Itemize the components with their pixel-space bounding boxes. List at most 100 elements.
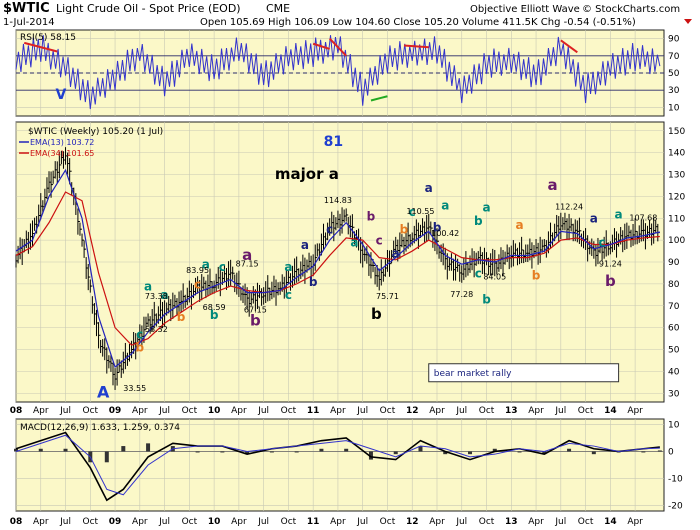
wave-label: a	[242, 246, 252, 264]
wave-label: a	[441, 199, 449, 213]
wave-label: b	[482, 293, 491, 307]
x-tick-label: Jul	[158, 406, 170, 416]
x-tick-label: Apr	[231, 406, 247, 416]
price-y-tick: 70	[668, 302, 680, 312]
wave-label: a	[301, 238, 309, 252]
x-tick-label: Apr	[132, 406, 148, 416]
rsi-title: RSI(5) 58.15	[20, 33, 76, 43]
price-y-tick: 150	[668, 127, 685, 137]
price-label: 91.24	[599, 259, 622, 268]
x-tick-label: 13	[505, 406, 518, 416]
x-tick-label: Apr	[627, 406, 643, 416]
macd-histogram-bar	[269, 451, 274, 453]
x-tick-label-macd: Apr	[231, 517, 247, 527]
macd-histogram-bar	[319, 448, 324, 452]
x-tick-label-macd: Jul	[257, 517, 269, 527]
price-y-tick: 110	[668, 214, 685, 224]
wave-label: a	[161, 288, 169, 302]
x-tick-label-macd: Oct	[83, 517, 99, 527]
price-y-tick: 130	[668, 171, 685, 181]
x-tick-label: Apr	[528, 406, 544, 416]
macd-panel	[15, 418, 665, 512]
x-tick-label-macd: Oct	[182, 517, 198, 527]
x-tick-label: Jul	[554, 406, 566, 416]
wave-label: a	[482, 201, 490, 215]
ema34-legend: EMA(34) 101.65	[30, 149, 94, 158]
x-tick-label: Apr	[429, 406, 445, 416]
x-tick-label-macd: Oct	[281, 517, 297, 527]
price-label: 58.32	[145, 325, 168, 334]
rsi-trendline	[370, 95, 388, 102]
macd-histogram-bar	[567, 448, 572, 452]
wave-label: c	[599, 236, 606, 250]
x-tick-label: Jul	[455, 406, 467, 416]
x-tick-label: Jul	[59, 406, 71, 416]
x-tick-label: 08	[10, 406, 23, 416]
x-tick-label-macd: Jul	[455, 517, 467, 527]
wave-label: a	[144, 279, 152, 293]
wave-label: b	[367, 209, 376, 223]
price-y-tick: 50	[668, 346, 680, 356]
macd-histogram-bar	[368, 451, 373, 460]
wave-label: b	[136, 341, 145, 355]
price-label: 33.55	[123, 384, 146, 393]
ema13-legend: EMA(13) 103.72	[30, 138, 94, 147]
wave-label: b	[210, 308, 219, 322]
x-tick-label-macd: Oct	[380, 517, 396, 527]
exchange: CME	[266, 2, 290, 15]
wave-label: a	[350, 236, 358, 250]
x-tick-label: Oct	[182, 406, 198, 416]
macd-histogram-bar	[443, 451, 448, 455]
price-y-tick: 40	[668, 367, 680, 377]
x-tick-label: 14	[604, 406, 617, 416]
macd-histogram-bar	[657, 450, 662, 452]
macd-histogram-bar	[14, 448, 18, 452]
wave-label: b	[309, 275, 318, 289]
macd-histogram-bar	[104, 451, 109, 463]
major-a-number: 81	[324, 134, 343, 150]
source: Objective Elliott Wave	[470, 4, 580, 15]
price-label: 75.71	[376, 292, 399, 301]
wave-label: c	[326, 223, 333, 237]
price-label: 100.42	[431, 229, 459, 238]
x-tick-label-macd: Apr	[429, 517, 445, 527]
x-tick-label: Oct	[380, 406, 396, 416]
ema13-line	[15, 168, 661, 369]
x-tick-label-macd: 13	[505, 517, 518, 527]
wave-label: a	[547, 176, 557, 194]
price-label: 110.55	[406, 207, 434, 216]
wave-label: a	[515, 218, 523, 232]
macd-histogram-bar	[195, 451, 200, 453]
copyright: © StockCharts.com	[582, 4, 680, 15]
price-y-tick: 80	[668, 280, 680, 290]
wave-label: a	[202, 258, 210, 272]
macd-title: MACD(12,26,9) 1.633, 1.259, 0.374	[20, 423, 180, 433]
x-tick-label: Jul	[257, 406, 269, 416]
price-label: 87.15	[236, 259, 259, 268]
x-tick-label-macd: Apr	[132, 517, 148, 527]
rsi-trendline	[328, 37, 347, 57]
wave-label: b	[400, 223, 409, 237]
price-y-tick: 60	[668, 324, 680, 334]
x-tick-label: Oct	[479, 406, 495, 416]
price-label: 83.95	[186, 266, 209, 275]
wave-label: c	[194, 277, 201, 291]
wave-label: b	[433, 220, 442, 234]
wave-label: b	[605, 272, 616, 290]
axis-layer: 08 08 Apr Apr Jul Jul Oct Oct 09 09 Apr Apr Jul Jul Oc…	[10, 35, 686, 527]
price-layer	[15, 147, 661, 390]
rsi-trendline	[403, 44, 429, 49]
rsi-line	[15, 35, 661, 110]
macd-histogram-bar	[517, 451, 522, 453]
rsi-trendline	[312, 42, 330, 50]
macd-histogram-bar	[418, 446, 423, 452]
x-tick-label-macd: Jul	[554, 517, 566, 527]
x-tick-label-macd: 10	[208, 517, 221, 527]
macd-histogram-bar	[468, 451, 473, 455]
macd-layer	[14, 431, 664, 502]
x-tick-label: 11	[307, 406, 320, 416]
x-tick-label: Apr	[330, 406, 346, 416]
wave-label: a	[615, 207, 623, 221]
wave-label: b	[177, 310, 186, 324]
macd-signal-line	[15, 434, 660, 496]
